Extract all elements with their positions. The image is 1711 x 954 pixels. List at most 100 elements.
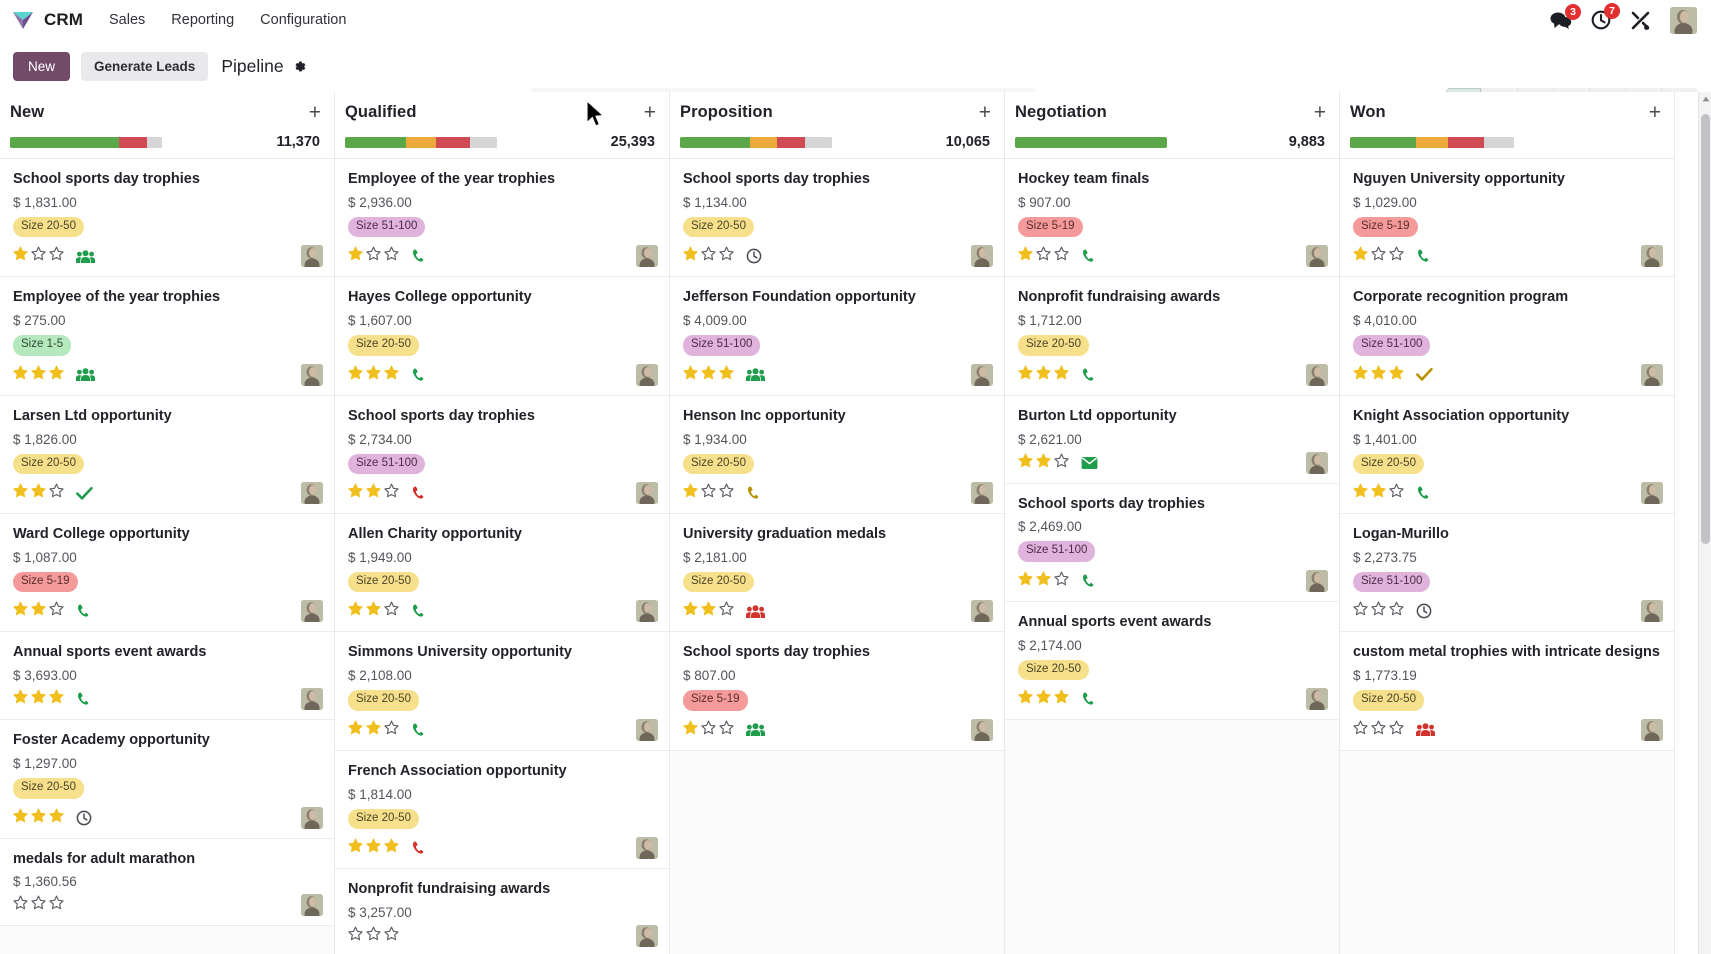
size-tag[interactable]: Size 20-50 [1018,659,1089,681]
rating-star[interactable] [366,838,381,858]
rating-star[interactable] [1389,246,1404,266]
card-assignee-avatar[interactable] [1306,363,1328,386]
rating-star[interactable] [1036,453,1051,473]
meeting-activity-icon[interactable] [76,249,95,264]
rating-star[interactable] [49,895,64,915]
priority-stars[interactable] [683,365,734,385]
menu-item-sales[interactable]: Sales [109,12,146,28]
progress-segment-grey[interactable] [469,136,497,148]
rating-star[interactable] [384,365,399,385]
app-name[interactable]: CRM [44,10,84,29]
card-assignee-avatar[interactable] [636,245,658,268]
rating-star[interactable] [13,808,28,828]
kanban-card[interactable]: School sports day trophies $ 1,831.00 Si… [0,159,334,278]
card-assignee-avatar[interactable] [971,363,993,386]
rating-star[interactable] [1054,365,1069,385]
priority-stars[interactable] [348,838,399,858]
rating-star[interactable] [31,601,46,621]
kanban-card[interactable]: Logan-Murillo $ 2,273.75 Size 51-100 [1340,514,1674,633]
size-tag[interactable]: Size 20-50 [1353,690,1424,711]
priority-stars[interactable] [13,895,64,915]
kanban-card[interactable]: Nonprofit fundraising awards $ 1,712.00 … [1005,277,1339,396]
rating-star[interactable] [366,365,381,385]
kanban-card[interactable]: Nonprofit fundraising awards $ 3,257.00 [335,869,669,954]
rating-star[interactable] [13,601,28,621]
kanban-card[interactable]: Simmons University opportunity $ 2,108.0… [335,632,669,751]
kanban-card[interactable]: Corporate recognition program $ 4,010.00… [1340,277,1674,396]
priority-stars[interactable] [1353,483,1404,503]
rating-star[interactable] [31,689,46,709]
priority-stars[interactable] [348,483,399,503]
gear-icon[interactable] [292,59,307,74]
phone-activity-icon[interactable] [1416,485,1432,501]
card-assignee-avatar[interactable] [1641,363,1663,386]
rating-star[interactable] [683,720,698,740]
rating-star[interactable] [13,895,28,915]
priority-stars[interactable] [13,601,64,621]
progress-segment-orange[interactable] [749,136,778,148]
kanban-card[interactable]: Ward College opportunity $ 1,087.00 Size… [0,514,334,633]
rating-star[interactable] [49,601,64,621]
card-assignee-avatar[interactable] [971,718,993,741]
priority-stars[interactable] [1353,365,1404,385]
size-tag[interactable]: Size 20-50 [13,216,84,238]
size-tag[interactable]: Size 5-19 [1353,216,1418,238]
rating-star[interactable] [683,365,698,385]
rating-star[interactable] [348,483,363,503]
kanban-card[interactable]: French Association opportunity $ 1,814.0… [335,750,669,870]
card-assignee-avatar[interactable] [1306,245,1328,268]
rating-star[interactable] [719,365,734,385]
priority-stars[interactable] [13,365,64,385]
card-assignee-avatar[interactable] [1306,569,1328,592]
kanban-card[interactable]: School sports day trophies $ 2,734.00 Si… [335,395,669,515]
kanban-card[interactable]: Knight Association opportunity $ 1,401.0… [1340,395,1674,515]
kanban-card[interactable]: School sports day trophies $ 807.00 Size… [670,632,1004,751]
rating-star[interactable] [366,720,381,740]
kanban-card[interactable]: School sports day trophies $ 1,134.00 Si… [670,159,1004,278]
phone-activity-icon[interactable] [76,603,92,619]
size-tag[interactable]: Size 5-19 [683,690,748,711]
clock-activity-icon[interactable] [746,248,762,264]
developer-tools-icon[interactable] [1630,10,1651,31]
rating-star[interactable] [701,246,716,266]
priority-stars[interactable] [348,601,399,621]
kanban-card[interactable]: Employee of the year trophies $ 2,936.00… [335,159,669,278]
card-assignee-avatar[interactable] [636,718,658,741]
card-assignee-avatar[interactable] [636,363,658,386]
rating-star[interactable] [1389,720,1404,740]
add-card-button[interactable]: + [308,101,321,124]
size-tag[interactable]: Size 20-50 [348,808,419,830]
kanban-card[interactable]: Hockey team finals $ 907.00 Size 5-19 [1005,159,1339,278]
rating-star[interactable] [49,689,64,709]
kanban-card[interactable]: Annual sports event awards $ 3,693.00 [0,632,334,721]
rating-star[interactable] [1371,246,1386,266]
progress-segment-green[interactable] [1350,136,1416,148]
card-assignee-avatar[interactable] [301,600,323,623]
progress-segment-grey[interactable] [804,136,832,148]
card-assignee-avatar[interactable] [636,924,658,947]
kanban-card[interactable]: Larsen Ltd opportunity $ 1,826.00 Size 2… [0,395,334,515]
size-tag[interactable]: Size 51-100 [1353,571,1431,593]
kanban-card[interactable]: Hayes College opportunity $ 1,607.00 Siz… [335,277,669,396]
rating-star[interactable] [31,895,46,915]
odoo-logo-icon[interactable] [10,7,36,33]
kanban-card[interactable]: Henson Inc opportunity $ 1,934.00 Size 2… [670,395,1004,515]
phone-activity-icon[interactable] [411,603,427,619]
card-assignee-avatar[interactable] [1641,600,1663,623]
rating-star[interactable] [348,720,363,740]
card-assignee-avatar[interactable] [301,894,323,917]
rating-star[interactable] [1371,601,1386,621]
rating-star[interactable] [701,720,716,740]
card-assignee-avatar[interactable] [636,600,658,623]
size-tag[interactable]: Size 51-100 [1018,541,1096,562]
rating-star[interactable] [1389,601,1404,621]
add-card-button[interactable]: + [643,101,656,124]
size-tag[interactable]: Size 20-50 [13,778,84,799]
clock-activity-icon[interactable] [1416,603,1432,619]
card-assignee-avatar[interactable] [1641,482,1663,505]
size-tag[interactable]: Size 20-50 [683,216,754,238]
size-tag[interactable]: Size 20-50 [1018,335,1089,356]
priority-stars[interactable] [1353,601,1404,621]
phone-activity-icon[interactable] [1081,573,1097,589]
card-assignee-avatar[interactable] [1641,245,1663,268]
